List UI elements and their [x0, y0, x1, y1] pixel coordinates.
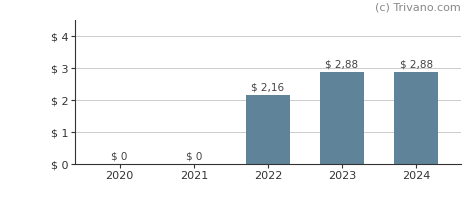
Bar — [320, 72, 364, 164]
Text: (c) Trivano.com: (c) Trivano.com — [375, 3, 461, 13]
Text: $ 0: $ 0 — [111, 151, 128, 161]
Text: $ 2,16: $ 2,16 — [251, 83, 284, 93]
Text: $ 0: $ 0 — [186, 151, 202, 161]
Text: $ 2,88: $ 2,88 — [325, 60, 359, 70]
Bar — [246, 95, 290, 164]
Bar — [394, 72, 439, 164]
Text: $ 2,88: $ 2,88 — [400, 60, 433, 70]
